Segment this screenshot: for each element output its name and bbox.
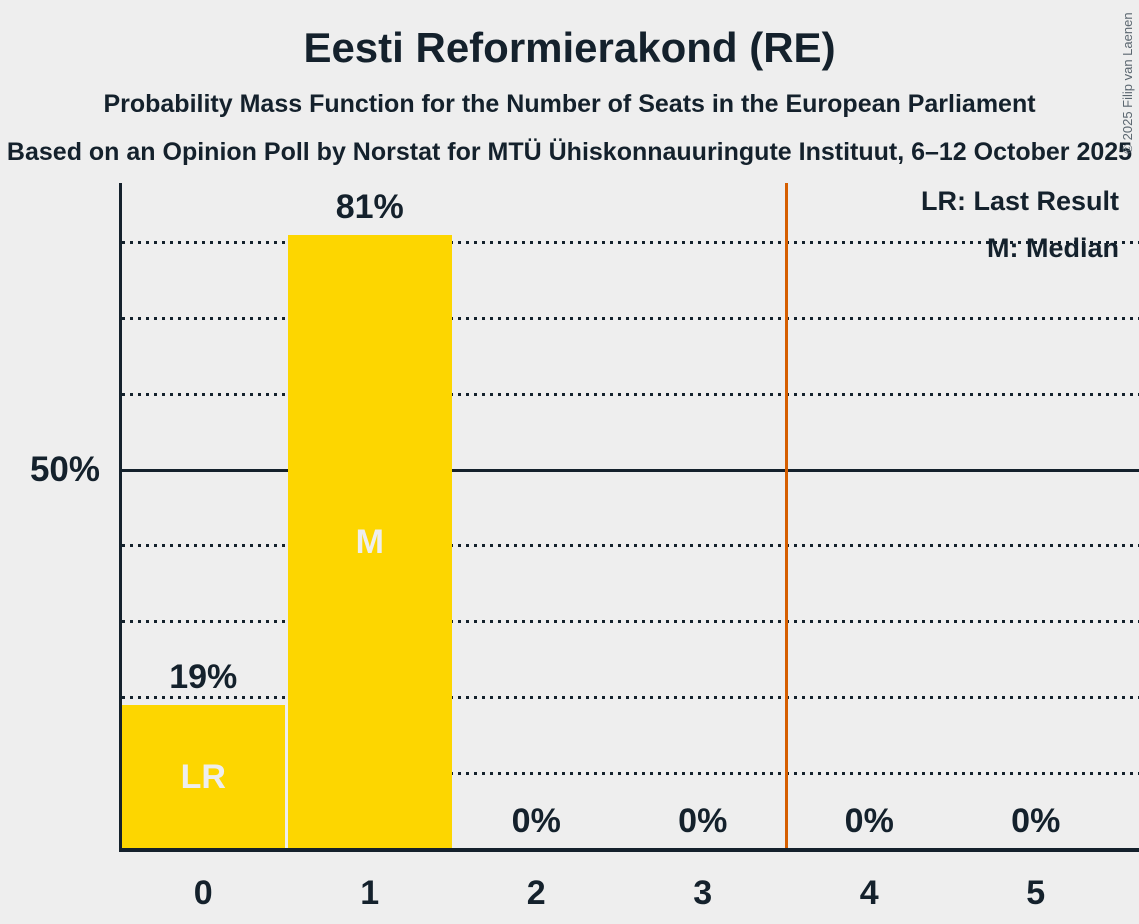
- gridline-40pct: [122, 544, 1139, 548]
- x-tick-label-3: 3: [693, 874, 713, 912]
- chart-subtitle: Probability Mass Function for the Number…: [103, 90, 1036, 118]
- y-axis-line: [119, 183, 122, 851]
- chart-source-line: Based on an Opinion Poll by Norstat for …: [6, 138, 1133, 166]
- gridline-60pct: [122, 392, 1139, 396]
- bar-annotation-m: M: [355, 523, 384, 561]
- bar-value-label-seats-5: 0%: [1011, 802, 1061, 840]
- bar-value-label-seats-3: 0%: [678, 802, 728, 840]
- bar-value-label-seats-2: 0%: [511, 802, 561, 840]
- gridline-50pct: [122, 468, 1139, 472]
- x-tick-label-1: 1: [360, 874, 380, 912]
- copyright-notice: © 2025 Filip van Laenen: [1120, 12, 1135, 154]
- bar-seats-0: [121, 704, 286, 849]
- y-axis-tick-label-50: 50%: [29, 450, 100, 489]
- gridline-70pct: [122, 316, 1139, 320]
- gridline-20pct: [122, 695, 1139, 699]
- chart-title: Eesti Reformierakond (RE): [303, 24, 836, 71]
- legend-last-result: LR: Last Result: [920, 186, 1119, 216]
- bar-annotation-lr: LR: [180, 757, 226, 796]
- bar-value-label-seats-0: 19%: [169, 657, 238, 696]
- gridline-80pct: [122, 241, 1139, 245]
- bar-seats-1: [287, 235, 452, 849]
- gridline-30pct: [122, 620, 1139, 624]
- x-tick-label-0: 0: [193, 874, 213, 912]
- x-tick-label-4: 4: [859, 874, 879, 912]
- legend-median: M: Median: [987, 233, 1119, 263]
- bar-value-label-seats-1: 81%: [335, 188, 404, 227]
- x-axis-line: [119, 848, 1139, 852]
- gridline-10pct: [122, 771, 1139, 775]
- bar-value-label-seats-4: 0%: [844, 802, 894, 840]
- x-tick-label-5: 5: [1026, 874, 1046, 912]
- threshold-line: [784, 183, 788, 849]
- x-tick-label-2: 2: [526, 874, 546, 912]
